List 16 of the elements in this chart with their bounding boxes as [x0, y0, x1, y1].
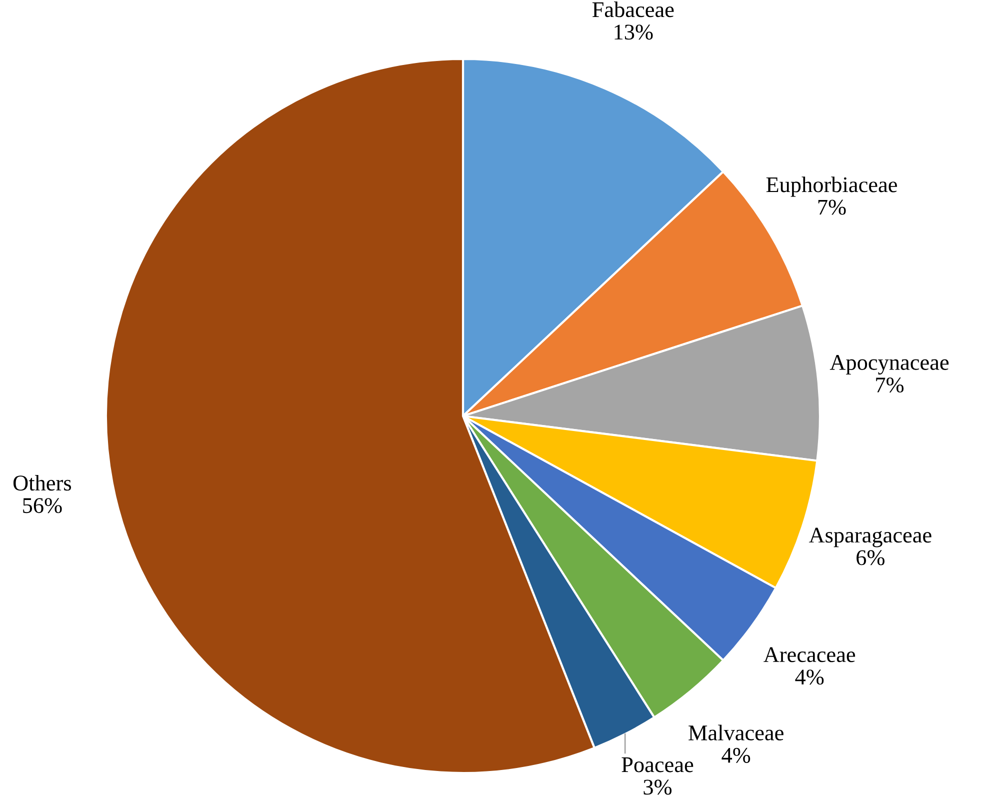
- slice-label: Malvaceae: [688, 724, 784, 740]
- slice-label: Fabaceae: [592, 2, 674, 18]
- data-label: 6%: [856, 550, 884, 566]
- slice-label: Others: [13, 474, 72, 491]
- data-label: 7%: [818, 200, 846, 215]
- data-label: 56%: [23, 498, 62, 514]
- slice-label: Apocynaceae: [830, 355, 949, 375]
- data-label: 13%: [614, 24, 653, 40]
- data-label: 7%: [876, 377, 904, 393]
- slice-label: Euphorbiaceae: [766, 176, 897, 197]
- slice-label: Asparagaceae: [808, 528, 932, 548]
- data-label: 4%: [795, 670, 824, 685]
- slice-label: Arecaceae: [764, 647, 856, 662]
- data-label: 4%: [722, 748, 750, 763]
- data-label: 3%: [644, 780, 672, 795]
- slice-label: Poaceae: [622, 757, 694, 772]
